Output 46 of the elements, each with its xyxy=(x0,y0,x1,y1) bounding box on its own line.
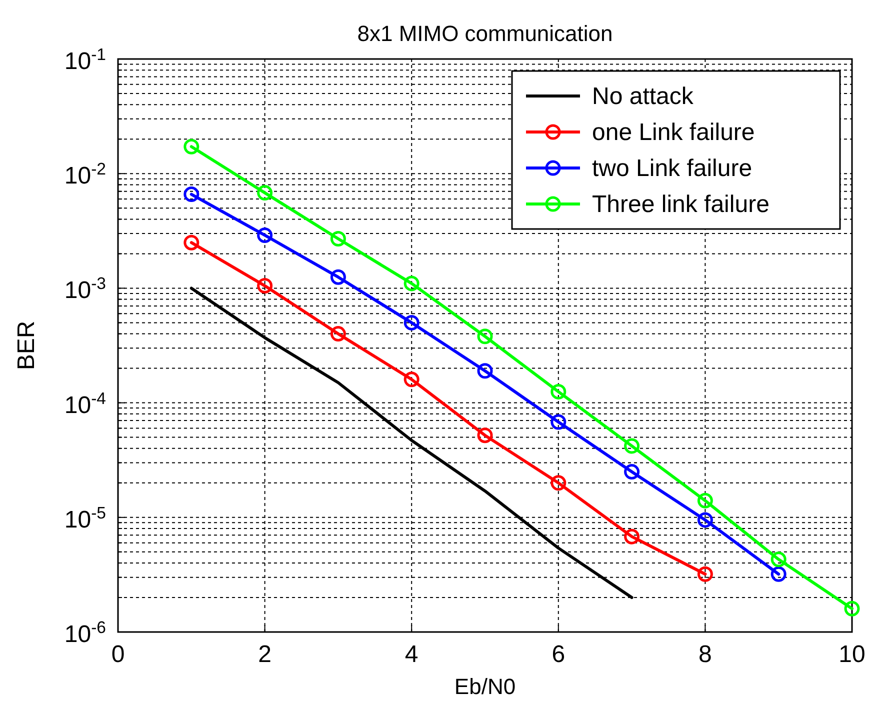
y-tick-label: 10$^{-1}$ xyxy=(64,44,106,75)
point xyxy=(404,372,420,388)
point xyxy=(257,227,273,243)
point xyxy=(770,566,786,582)
point xyxy=(770,552,786,568)
point xyxy=(624,464,640,480)
legend-label: two Link failure xyxy=(592,155,752,182)
point xyxy=(550,414,566,430)
x-axis-title: Eb/N0 xyxy=(454,674,516,699)
x-tick-label: 8 xyxy=(698,641,712,668)
x-tick-label: 6 xyxy=(552,641,566,668)
y-tick-label: 10$^{-2}$ xyxy=(64,159,106,190)
point xyxy=(550,384,566,400)
point xyxy=(697,566,713,582)
point xyxy=(257,278,273,294)
point xyxy=(697,512,713,528)
chart-title: 8x1 MIMO communication xyxy=(357,21,613,46)
x-tick-label: 10 xyxy=(838,641,866,668)
x-tick-label: 4 xyxy=(404,641,418,668)
point xyxy=(404,276,420,292)
point xyxy=(624,528,640,544)
y-tick-label: 10$^{-3}$ xyxy=(64,274,106,304)
y-axis-title: BER xyxy=(13,320,40,370)
point xyxy=(184,138,200,154)
point xyxy=(624,438,640,454)
point xyxy=(477,328,493,344)
point xyxy=(184,186,200,202)
point xyxy=(330,231,346,247)
x-tick-label: 2 xyxy=(258,641,272,668)
point xyxy=(257,185,273,201)
x-tick-label: 0 xyxy=(111,641,125,668)
point xyxy=(477,428,493,444)
point xyxy=(330,326,346,342)
legend-label: Three link failure xyxy=(592,191,770,218)
point xyxy=(477,363,493,379)
point xyxy=(844,600,860,616)
y-tick-label: 10$^{-6}$ xyxy=(64,618,106,648)
y-tick-label: 10$^{-5}$ xyxy=(64,502,106,534)
point xyxy=(697,492,713,508)
point xyxy=(550,475,566,491)
legend-label: No attack xyxy=(592,83,694,110)
y-tick-label: 10$^{-4}$ xyxy=(64,388,106,419)
point xyxy=(330,269,346,285)
point xyxy=(184,234,200,250)
legend-label: one Link failure xyxy=(592,119,755,146)
point xyxy=(404,314,420,330)
